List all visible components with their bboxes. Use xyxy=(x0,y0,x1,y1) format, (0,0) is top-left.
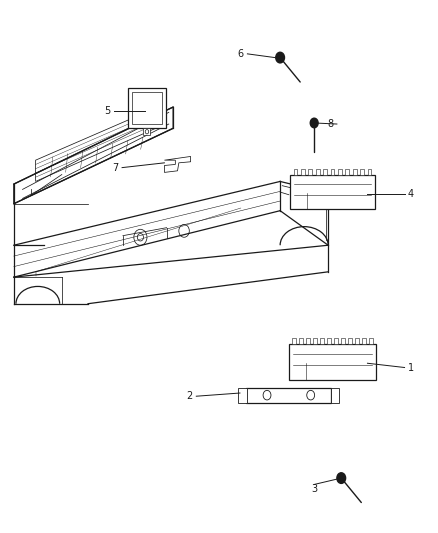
Bar xyxy=(313,338,317,344)
Bar xyxy=(292,338,296,344)
Bar xyxy=(299,338,303,344)
Bar xyxy=(290,175,375,209)
Text: 6: 6 xyxy=(237,49,243,59)
Text: 5: 5 xyxy=(105,106,111,116)
Bar xyxy=(289,344,376,380)
Bar xyxy=(316,169,320,175)
Circle shape xyxy=(337,473,346,483)
Text: 1: 1 xyxy=(408,362,414,373)
Bar xyxy=(362,338,366,344)
Bar xyxy=(367,169,371,175)
Text: 2: 2 xyxy=(186,391,192,401)
Circle shape xyxy=(310,118,318,128)
Bar xyxy=(334,338,338,344)
Bar xyxy=(306,338,310,344)
Bar xyxy=(331,169,334,175)
Bar xyxy=(348,338,352,344)
Bar xyxy=(320,338,324,344)
Bar xyxy=(341,338,345,344)
Bar xyxy=(346,169,349,175)
Bar xyxy=(323,169,327,175)
Bar xyxy=(353,169,357,175)
Bar xyxy=(360,169,364,175)
Bar xyxy=(327,338,331,344)
Text: 7: 7 xyxy=(112,163,118,173)
Bar xyxy=(238,387,247,402)
Bar xyxy=(293,169,297,175)
Text: 8: 8 xyxy=(327,119,333,129)
Bar xyxy=(132,92,162,124)
Bar xyxy=(246,387,332,402)
Text: 3: 3 xyxy=(311,484,317,494)
Bar xyxy=(338,169,342,175)
Circle shape xyxy=(276,52,285,63)
Bar xyxy=(301,169,305,175)
Bar xyxy=(369,338,373,344)
Bar xyxy=(144,128,150,135)
Bar xyxy=(128,88,166,128)
Bar xyxy=(331,387,339,402)
Bar xyxy=(308,169,312,175)
Text: 4: 4 xyxy=(408,189,414,199)
Bar xyxy=(355,338,359,344)
